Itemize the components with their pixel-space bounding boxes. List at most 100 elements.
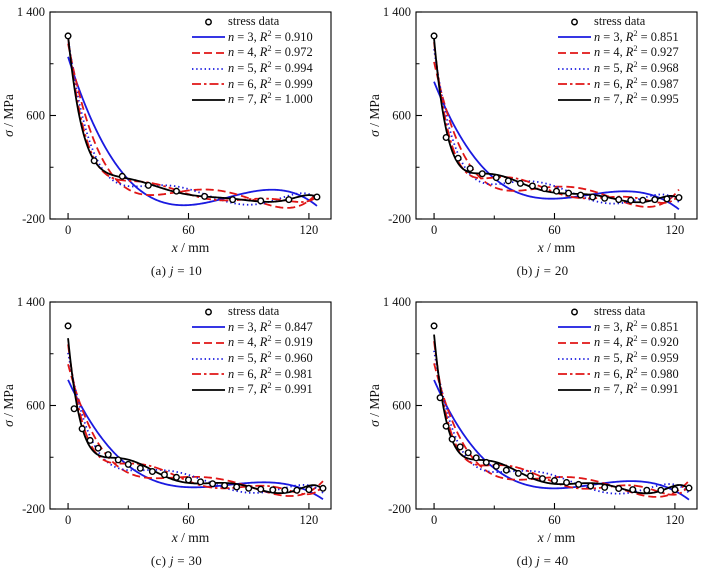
line-sample-icon — [192, 83, 225, 86]
data-point — [456, 443, 464, 451]
y-tick-label: 1 400 — [383, 5, 411, 19]
legend-item-stress-data: stress data — [558, 14, 679, 30]
subplot-caption-a: (a) j = 10 — [150, 263, 203, 278]
y-tick-label: 600 — [392, 109, 411, 123]
x-tick-label: 60 — [548, 513, 561, 527]
legend-item-stress-data: stress data — [192, 304, 313, 320]
legend-item-n4: n = 4, R2 = 0.919 — [192, 334, 313, 351]
curve-n4 — [67, 43, 318, 209]
legend-label: stress data — [228, 304, 280, 319]
line-sample-icon — [192, 326, 225, 329]
data-point — [540, 185, 548, 193]
data-point — [492, 174, 500, 182]
data-point — [587, 482, 595, 490]
legend-item-n5: n = 5, R2 = 0.959 — [558, 350, 679, 367]
y-tick-label: 600 — [26, 109, 45, 123]
stress-data-points — [64, 322, 327, 494]
data-point — [516, 179, 524, 187]
data-point — [577, 191, 585, 199]
plot-area-b: -200 600 1 400 0 60 120 x / mm σ / MPa stress da… — [366, 0, 707, 255]
data-point — [136, 464, 144, 472]
axis-ticks — [50, 11, 310, 220]
data-point — [104, 451, 112, 459]
stress-data-points — [430, 322, 693, 494]
x-tick-label: 0 — [431, 223, 437, 237]
y-tick-label: 1 400 — [17, 5, 45, 19]
curve-n7 — [67, 35, 318, 203]
data-point — [221, 481, 229, 489]
data-point — [504, 177, 512, 185]
legend-label: stress data — [594, 14, 646, 29]
data-point — [313, 193, 321, 201]
data-point — [615, 196, 623, 204]
curve-n6 — [67, 344, 324, 496]
fit-curves — [67, 338, 324, 500]
line-sample-icon — [558, 67, 591, 70]
line-sample-icon — [558, 83, 591, 86]
data-point — [305, 486, 313, 494]
data-point — [172, 187, 180, 195]
x-axis-label: x / mm — [171, 240, 210, 253]
curve-n7 — [67, 338, 324, 495]
data-point — [285, 196, 293, 204]
x-tick-label: 0 — [65, 223, 71, 237]
data-point — [184, 476, 192, 484]
data-point — [663, 195, 671, 203]
y-tick-label: 1 400 — [383, 295, 411, 309]
legend-label: stress data — [228, 14, 280, 29]
data-point — [233, 483, 241, 491]
data-point — [94, 444, 102, 452]
data-point — [526, 472, 534, 480]
data-point — [197, 478, 205, 486]
legend-label: n = 7, R2 = 0.995 — [594, 90, 679, 107]
x-axis-label: x / mm — [171, 530, 210, 543]
data-point — [229, 196, 237, 204]
y-axis-label: σ / MPa — [367, 94, 382, 137]
data-point — [601, 194, 609, 202]
line-sample-icon — [192, 67, 225, 70]
data-point — [144, 181, 152, 189]
legend-item-n4: n = 4, R2 = 0.927 — [558, 44, 679, 61]
data-point — [148, 467, 156, 475]
subplot-caption-d: (d) j = 40 — [516, 553, 569, 568]
legend-label: n = 6, R2 = 0.980 — [594, 364, 679, 381]
scatter-marker-icon — [205, 18, 212, 26]
data-point — [64, 32, 72, 40]
legend-label: n = 3, R2 = 0.910 — [228, 27, 313, 44]
data-point — [492, 462, 500, 470]
subplot-caption-c: (c) j = 30 — [150, 553, 203, 568]
data-point — [86, 436, 94, 444]
line-sample-icon — [192, 388, 225, 391]
legend-item-n3: n = 3, R2 = 0.910 — [192, 27, 313, 46]
data-point — [118, 172, 126, 180]
x-tick-label: 0 — [431, 513, 437, 527]
x-tick-label: 120 — [300, 223, 319, 237]
legend-item-stress-data: stress data — [192, 14, 313, 30]
line-sample-icon — [192, 36, 225, 39]
data-point — [478, 170, 486, 178]
data-point — [442, 422, 450, 430]
data-point — [257, 485, 265, 493]
legend-label: n = 7, R2 = 0.991 — [228, 380, 313, 397]
legend-label: n = 6, R2 = 0.981 — [228, 364, 313, 381]
legend-label: n = 3, R2 = 0.847 — [228, 317, 313, 334]
legend-label: n = 7, R2 = 0.991 — [594, 380, 679, 397]
curve-n3 — [433, 81, 680, 211]
data-point — [639, 196, 647, 204]
subplot-c: -200 600 1 400 0 60 120 x / mm σ / MPa stress da… — [0, 290, 354, 581]
legend-item-stress-data: stress data — [558, 304, 679, 320]
data-point — [552, 187, 560, 195]
axis-ticks — [50, 301, 310, 510]
subplot-b: -200 600 1 400 0 60 120 x / mm σ / MPa stress da… — [354, 0, 707, 290]
stress-data-points — [430, 32, 683, 204]
legend-item-n7: n = 7, R2 = 0.991 — [192, 380, 313, 398]
x-tick-label: 0 — [65, 513, 71, 527]
data-point — [671, 486, 679, 494]
data-point — [319, 484, 327, 492]
curve-n5 — [67, 37, 318, 206]
legend-label: n = 7, R2 = 1.000 — [228, 90, 313, 107]
subplot-caption-b: (b) j = 20 — [516, 263, 569, 278]
line-sample-icon — [558, 342, 591, 344]
x-tick-label: 120 — [666, 223, 685, 237]
